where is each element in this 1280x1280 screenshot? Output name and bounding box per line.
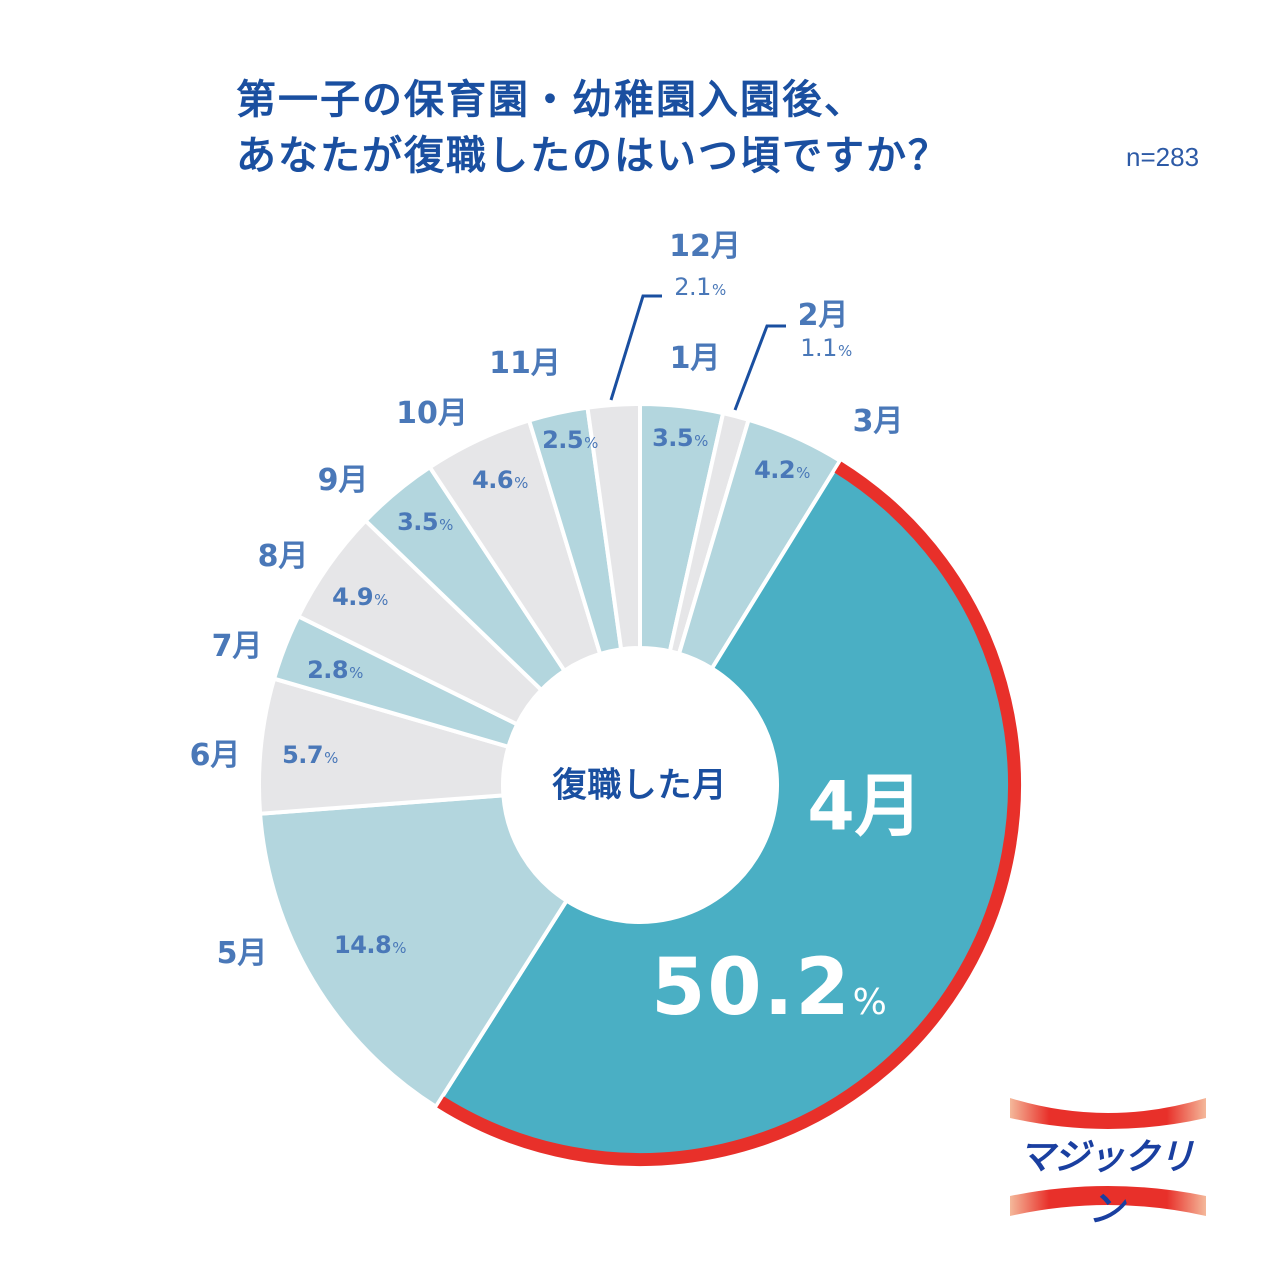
month-label: 11月 xyxy=(489,346,561,381)
percent-value: 2.8 xyxy=(307,656,349,684)
donut-center-label: 復職した月 xyxy=(552,765,728,806)
percent-label: 2.8% xyxy=(307,656,363,684)
percent-value: 4.6 xyxy=(472,466,514,494)
month-label: 10月 xyxy=(396,396,468,431)
leader-line xyxy=(609,294,662,401)
percent-unit: % xyxy=(392,939,406,957)
month-label: 4月 xyxy=(807,767,923,847)
percent-label: 4.2% xyxy=(754,456,810,484)
month-label: 8月 xyxy=(257,539,309,574)
percent-unit: % xyxy=(796,464,810,482)
percent-value: 2.5 xyxy=(542,426,584,454)
percent-value: 14.8 xyxy=(334,931,392,959)
donut-hole xyxy=(503,648,777,922)
month-label: 3月 xyxy=(852,404,904,439)
percent-unit: % xyxy=(349,664,363,682)
sample-size: n=283 xyxy=(1126,142,1200,172)
month-label: 5月 xyxy=(216,936,268,971)
title-line-2: あなたが復職したのはいつ頃ですか？ xyxy=(236,133,950,179)
percent-value: 3.5 xyxy=(652,424,694,452)
slice-5月 xyxy=(257,793,570,1110)
leader-line xyxy=(733,324,786,411)
percent-unit: % xyxy=(694,432,708,450)
brand-logo: マジックリン xyxy=(1006,1092,1226,1230)
percent-unit: % xyxy=(324,749,338,767)
percent-unit: % xyxy=(584,434,598,452)
percent-value: 4.2 xyxy=(754,456,796,484)
logo-text: マジックリン xyxy=(1018,1137,1194,1230)
month-label: 9月 xyxy=(317,463,369,498)
percent-label: 2.1% xyxy=(674,273,726,301)
percent-label: 4.9% xyxy=(332,583,388,611)
percent-unit: % xyxy=(837,342,852,360)
percent-unit: % xyxy=(852,982,889,1023)
percent-label: 50.2% xyxy=(651,943,889,1033)
chart-title: 第一子の保育園・幼稚園入園後、 あなたが復職したのはいつ頃ですか？ xyxy=(236,72,950,184)
month-label: 1月 xyxy=(669,341,721,376)
percent-value: 3.5 xyxy=(397,508,439,536)
percent-value: 4.9 xyxy=(332,583,374,611)
title-line-1: 第一子の保育園・幼稚園入園後、 xyxy=(236,77,866,123)
percent-unit: % xyxy=(439,516,453,534)
percent-label: 5.7% xyxy=(282,741,338,769)
logo-swoosh-icon xyxy=(1010,1098,1206,1216)
percent-label: 3.5% xyxy=(652,424,708,452)
month-label: 2月 xyxy=(797,298,849,333)
percent-unit: % xyxy=(374,591,388,609)
percent-value: 2.1 xyxy=(674,273,711,301)
percent-value: 5.7 xyxy=(282,741,324,769)
percent-unit: % xyxy=(514,474,528,492)
percent-value: 1.1 xyxy=(800,334,837,362)
percent-label: 4.6% xyxy=(472,466,528,494)
month-label: 12月 xyxy=(669,229,741,264)
percent-label: 1.1% xyxy=(800,334,852,362)
percent-label: 3.5% xyxy=(397,508,453,536)
highlight-border xyxy=(437,461,1022,1167)
percent-unit: % xyxy=(711,281,726,299)
percent-value: 50.2 xyxy=(651,943,852,1033)
percent-label: 2.5% xyxy=(542,426,598,454)
month-label: 6月 xyxy=(189,738,241,773)
percent-label: 14.8% xyxy=(334,931,406,959)
month-label: 7月 xyxy=(211,629,263,664)
